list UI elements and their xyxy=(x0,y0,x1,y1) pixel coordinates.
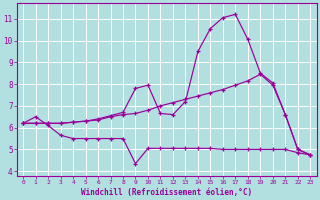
X-axis label: Windchill (Refroidissement éolien,°C): Windchill (Refroidissement éolien,°C) xyxy=(81,188,252,197)
